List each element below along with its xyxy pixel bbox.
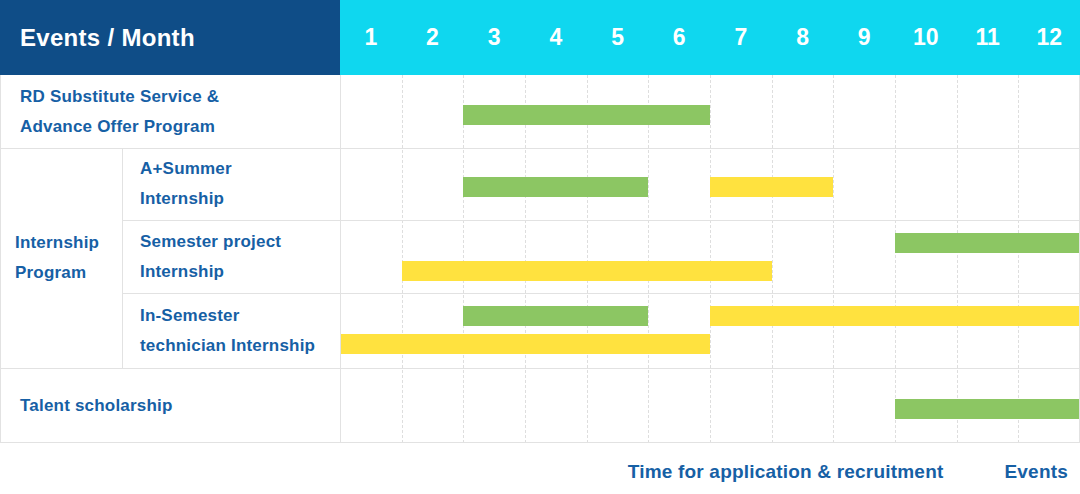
gantt-bar-application — [463, 177, 648, 197]
month-gridline — [957, 75, 958, 443]
gantt-bar-event — [710, 306, 1080, 326]
month-header-11: 11 — [957, 0, 1019, 75]
legend-application-label: Time for application & recruitment — [628, 461, 944, 483]
table-header-events-month: Events / Month — [0, 0, 340, 75]
month-header-7: 7 — [710, 0, 772, 75]
legend-application-swatch — [591, 459, 617, 485]
gantt-bar-event — [710, 177, 833, 197]
month-header-6: 6 — [648, 0, 710, 75]
legend-event-label: Events — [1004, 461, 1068, 483]
month-gridline — [587, 75, 588, 443]
month-gridline — [772, 75, 773, 443]
month-gridline — [648, 75, 649, 443]
row-label-semester-project-internship: Semester project Internship — [122, 220, 340, 293]
gantt-bar-application — [463, 105, 710, 125]
group-column-divider — [122, 148, 123, 368]
row-label-in-semester-technician-internship: In-Semester technician Internship — [122, 293, 340, 368]
month-gridline — [402, 75, 403, 443]
row-divider — [0, 148, 1080, 149]
table-bottom-border — [0, 442, 1080, 443]
gantt-bar-application — [463, 306, 648, 326]
row-label-rd-substitute-service: RD Substitute Service & Advance Offer Pr… — [0, 75, 340, 148]
month-header-2: 2 — [402, 0, 464, 75]
page-title: Events / Month — [20, 24, 195, 52]
month-header-1: 1 — [340, 0, 402, 75]
month-header-9: 9 — [833, 0, 895, 75]
gantt-bar-application — [895, 399, 1080, 419]
label-chart-divider — [340, 75, 341, 443]
row-label-a-plus-summer-internship: A+Summer Internship — [122, 148, 340, 220]
legend-event-swatch — [967, 459, 993, 485]
row-label-talent-scholarship: Talent scholarship — [0, 368, 340, 443]
row-group-label-internship-program: Internship Program — [0, 148, 122, 368]
gantt-plot-area — [340, 75, 1080, 443]
gantt-bar-event — [402, 261, 772, 281]
month-header-10: 10 — [895, 0, 957, 75]
month-gridline — [1018, 75, 1019, 443]
month-gridline — [895, 75, 896, 443]
month-header-5: 5 — [587, 0, 649, 75]
table-left-border — [0, 75, 1, 443]
gantt-bar-application — [895, 233, 1080, 253]
legend: Time for application & recruitment Event… — [591, 459, 1068, 485]
month-header-3: 3 — [463, 0, 525, 75]
gantt-bar-event — [340, 334, 710, 354]
row-divider — [122, 220, 1080, 221]
month-header-12: 12 — [1018, 0, 1080, 75]
month-header-4: 4 — [525, 0, 587, 75]
gantt-chart: Events / Month 123456789101112 RD Substi… — [0, 0, 1080, 494]
row-divider — [122, 293, 1080, 294]
month-gridline — [525, 75, 526, 443]
month-header-8: 8 — [772, 0, 834, 75]
month-gridline — [710, 75, 711, 443]
month-header-row: 123456789101112 — [340, 0, 1080, 75]
month-gridline — [833, 75, 834, 443]
month-gridline — [463, 75, 464, 443]
row-divider — [0, 368, 1080, 369]
